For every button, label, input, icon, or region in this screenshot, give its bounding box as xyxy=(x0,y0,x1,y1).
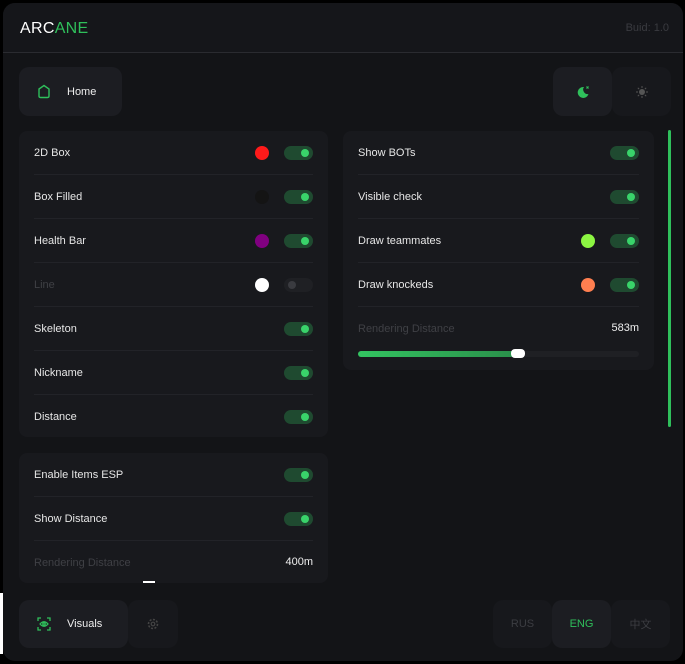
row-label: Enable Items ESP xyxy=(34,468,124,481)
lang-label: 中文 xyxy=(629,619,652,631)
players-row: Visible check xyxy=(358,175,639,219)
dark-theme-button[interactable] xyxy=(553,67,612,116)
visuals-label: Visuals xyxy=(67,618,103,630)
moon-icon xyxy=(577,85,589,98)
build-label: Buid: 1.0 xyxy=(625,22,669,34)
players-panel: Show BOTs Visible check Draw teammates Draw… xyxy=(343,131,654,370)
toggle[interactable] xyxy=(610,190,639,204)
header: ARCANE Buid: 1.0 xyxy=(3,3,683,53)
lang-label: ENG xyxy=(569,618,594,630)
items-distance-row: Rendering Distance 400m xyxy=(34,541,313,583)
app-window: ARCANE Buid: 1.0 Home 2D Box Box Filled He… xyxy=(3,3,683,661)
esp-row: Skeleton xyxy=(34,307,313,351)
show-distance-row: Show Distance xyxy=(34,497,313,541)
esp-row: Box Filled xyxy=(34,175,313,219)
color-picker[interactable] xyxy=(581,278,595,292)
row-label: Visible check xyxy=(358,190,422,203)
color-picker[interactable] xyxy=(255,234,269,248)
settings-tab[interactable] xyxy=(128,600,178,648)
show-distance-toggle[interactable] xyxy=(284,512,313,526)
row-label: Draw teammates xyxy=(358,234,442,247)
row-label: Nickname xyxy=(34,366,83,379)
esp-row: Health Bar xyxy=(34,219,313,263)
players-row: Draw knockeds xyxy=(358,263,639,307)
sun-icon xyxy=(635,85,648,98)
row-label: Rendering Distance xyxy=(34,557,131,569)
lang-rus[interactable]: RUS xyxy=(493,600,552,648)
color-picker[interactable] xyxy=(255,278,269,292)
players-distance-slider[interactable] xyxy=(358,349,639,358)
toggle[interactable] xyxy=(284,366,313,380)
row-label: Show BOTs xyxy=(358,146,416,159)
logo: ARCANE xyxy=(20,20,89,38)
color-picker[interactable] xyxy=(255,190,269,204)
light-theme-button[interactable] xyxy=(612,67,671,116)
players-distance-row: Rendering Distance 583m xyxy=(358,307,639,351)
players-row: Draw teammates xyxy=(358,219,639,263)
slider-fill xyxy=(358,351,519,357)
lang-eng[interactable]: ENG xyxy=(552,600,611,648)
items-panel: Enable Items ESP Show Distance Rendering… xyxy=(19,453,328,583)
esp-row: Line xyxy=(34,263,313,307)
toggle[interactable] xyxy=(284,278,313,292)
home-tab[interactable]: Home xyxy=(19,67,122,116)
esp-row: 2D Box xyxy=(34,131,313,175)
toggle[interactable] xyxy=(284,146,313,160)
row-label: Rendering Distance xyxy=(358,323,455,335)
players-row: Show BOTs xyxy=(358,131,639,175)
edge-marker xyxy=(0,593,3,654)
esp-panel: 2D Box Box Filled Health Bar Line Skeleton Ni… xyxy=(19,131,328,437)
toggle[interactable] xyxy=(284,190,313,204)
home-icon xyxy=(38,84,50,99)
row-label: Distance xyxy=(34,411,77,423)
items-distance-slider-thumb[interactable] xyxy=(143,581,155,583)
slider-thumb[interactable] xyxy=(511,349,526,358)
lang-chinese[interactable]: 中文 xyxy=(611,600,670,648)
row-label: 2D Box xyxy=(34,146,71,159)
row-label: Line xyxy=(34,278,55,291)
lang-label: RUS xyxy=(510,618,535,630)
row-label: Skeleton xyxy=(34,322,77,335)
scrollbar[interactable] xyxy=(668,130,671,427)
color-picker[interactable] xyxy=(581,234,595,248)
row-label: Box Filled xyxy=(34,190,83,203)
row-label: Draw knockeds xyxy=(358,278,434,291)
eye-scan-icon xyxy=(37,617,51,631)
items-esp-row: Enable Items ESP xyxy=(34,453,313,497)
logo-text-b: ANE xyxy=(54,20,89,37)
esp-row: Nickname xyxy=(34,351,313,395)
color-picker[interactable] xyxy=(255,146,269,160)
toggle[interactable] xyxy=(610,234,639,248)
players-distance-value: 583m xyxy=(611,322,639,334)
esp-row: Distance xyxy=(34,395,313,437)
visuals-tab[interactable]: Visuals xyxy=(19,600,128,648)
row-label: Show Distance xyxy=(34,512,108,525)
row-label: Health Bar xyxy=(34,234,86,247)
items-distance-value: 400m xyxy=(285,556,313,568)
gear-icon xyxy=(147,618,159,630)
toggle[interactable] xyxy=(610,278,639,292)
toggle[interactable] xyxy=(284,322,313,336)
home-label: Home xyxy=(67,85,97,98)
toggle[interactable] xyxy=(610,146,639,160)
items-esp-toggle[interactable] xyxy=(284,468,313,482)
toggle[interactable] xyxy=(284,410,313,424)
logo-text-a: ARC xyxy=(20,20,55,37)
toggle[interactable] xyxy=(284,234,313,248)
